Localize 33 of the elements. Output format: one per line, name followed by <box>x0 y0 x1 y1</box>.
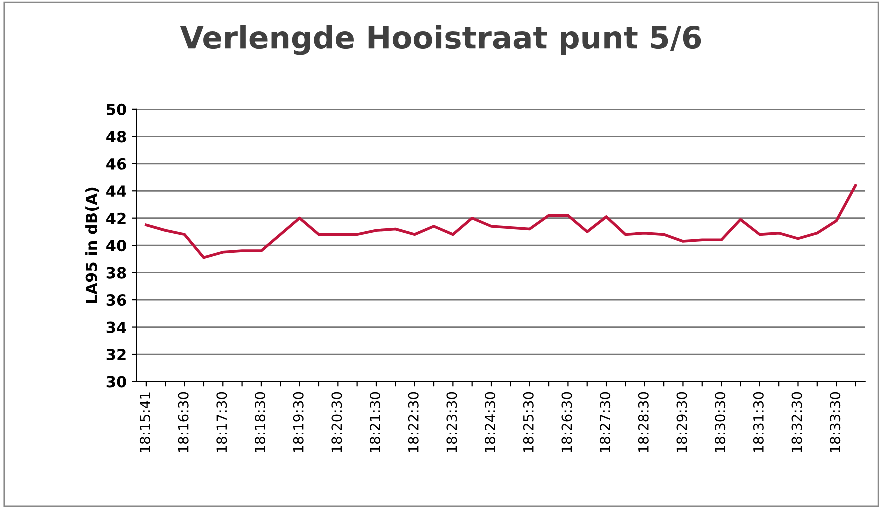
y-tick-label: 48 <box>106 131 126 143</box>
x-tick-label: 18:33:30 <box>830 392 841 452</box>
y-tick-label: 46 <box>106 158 126 170</box>
x-tick-label: 18:20:30 <box>332 392 342 452</box>
x-tick-label: 18:23:30 <box>446 392 458 452</box>
x-tick-label: 18:17:30 <box>216 392 228 452</box>
y-tick-label: 38 <box>106 267 126 279</box>
y-tick-label: 32 <box>106 348 126 361</box>
x-tick-label: 18:28:30 <box>638 392 649 452</box>
x-tick-label: 18:18:30 <box>254 392 266 452</box>
y-tick-label: 36 <box>106 294 126 306</box>
x-tick-label: 18:16:30 <box>178 392 189 452</box>
x-tick-label: 18:32:30 <box>792 392 802 452</box>
x-tick-label: 18:31:30 <box>753 392 764 452</box>
y-tick-label: 34 <box>106 322 126 334</box>
y-tick-label: 40 <box>106 240 126 252</box>
y-tick-label: 30 <box>106 376 126 388</box>
x-tick-label: 18:19:30 <box>293 392 304 452</box>
line-series <box>145 184 858 260</box>
y-tick-label: 44 <box>106 186 126 197</box>
x-tick-label: 18:26:30 <box>562 392 572 452</box>
x-tick-label: 18:29:30 <box>676 392 688 452</box>
x-tick-label: 18:22:30 <box>408 392 419 452</box>
x-tick-label: 18:21:30 <box>370 392 381 452</box>
x-tick-label: 18:24:30 <box>485 392 496 452</box>
y-tick-label: 42 <box>106 212 126 224</box>
x-tick-label: 18:15:41 <box>140 392 150 452</box>
x-tick-label: 18:25:30 <box>523 392 534 452</box>
chart-title: Verlengde Hooistraat punt 5/6 <box>180 25 702 56</box>
y-tick-label: 50 <box>107 104 126 116</box>
x-tick-label: 18:27:30 <box>600 392 611 452</box>
y-axis-title: LA95 in dB(A) <box>86 188 100 304</box>
x-tick-label: 18:30:30 <box>715 392 726 452</box>
